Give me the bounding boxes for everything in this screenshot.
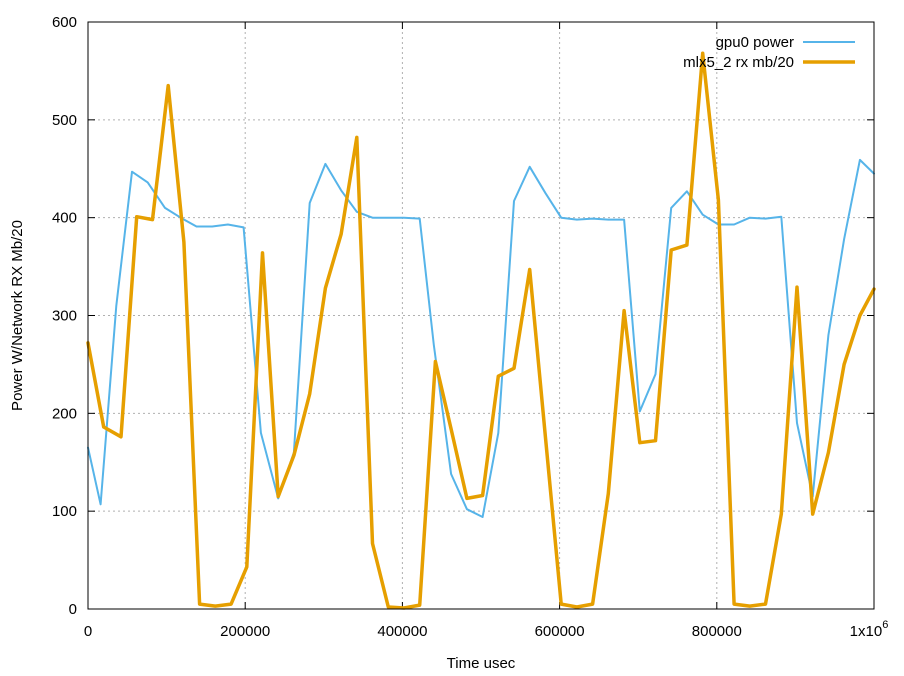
legend-label: gpu0 power [716, 34, 794, 51]
y-axis-ticks: 0 100 200 300 400 500 600 [52, 14, 874, 618]
x-tick-label: 1x106 [850, 619, 889, 640]
y-tick-label: 100 [52, 503, 77, 520]
x-axis-label: Time usec [447, 655, 516, 672]
y-tick-label: 400 [52, 210, 77, 227]
series-lines [86, 51, 876, 610]
plot-frame [87, 21, 875, 610]
x-tick-label: 400000 [377, 623, 427, 640]
y-tick-label: 300 [52, 308, 77, 325]
series-line-mlx5-rx [86, 51, 876, 610]
y-tick-label: 600 [52, 14, 77, 31]
y-tick-label: 500 [52, 112, 77, 129]
y-tick-label: 0 [69, 601, 77, 618]
series-line-gpu0-power [87, 158, 875, 518]
x-tick-label: 800000 [692, 623, 742, 640]
y-axis-label: Power W/Network RX Mb/20 [9, 220, 26, 411]
grid-lines [88, 22, 874, 609]
y-tick-label: 200 [52, 405, 77, 422]
x-tick-label: 0 [84, 623, 92, 640]
x-axis-ticks: 0 200000 400000 600000 800000 1x106 [84, 22, 889, 640]
x-tick-label: 200000 [220, 623, 270, 640]
x-tick-label: 600000 [535, 623, 585, 640]
legend: gpu0 power mlx5_2 rx mb/20 [683, 34, 855, 71]
legend-label: mlx5_2 rx mb/20 [683, 54, 794, 71]
x-tick-exponent: 6 [882, 619, 888, 631]
